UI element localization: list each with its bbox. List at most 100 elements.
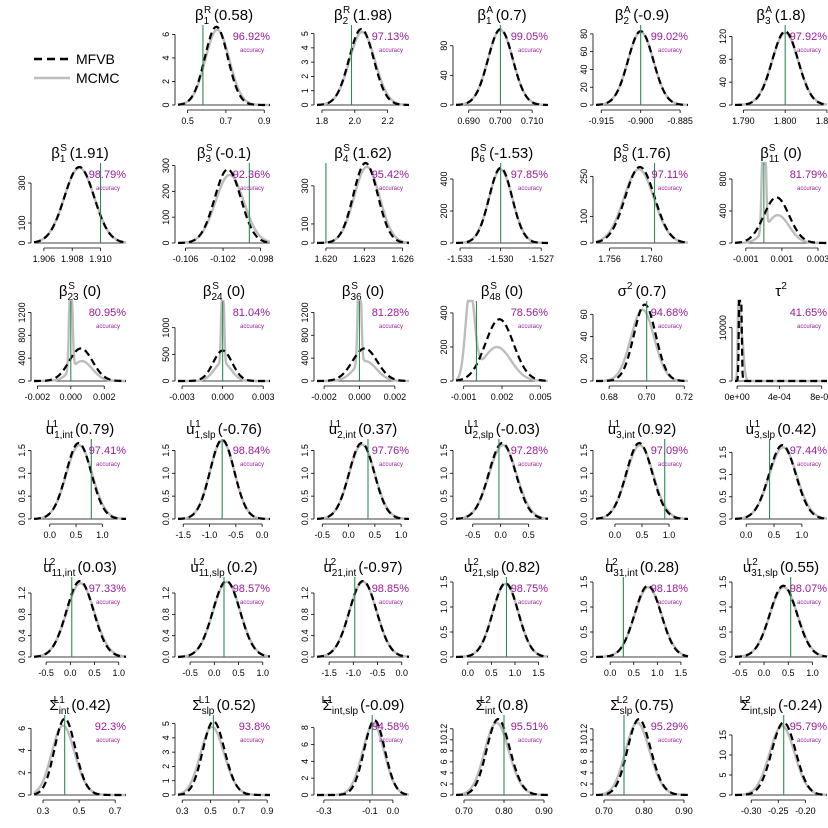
accuracy-caption: accuracy — [379, 324, 403, 330]
x-tick-label: -1.5 — [321, 668, 337, 678]
accuracy-caption: accuracy — [658, 186, 682, 192]
panel-title: β3A (1.8) — [756, 5, 805, 27]
title-value: (0.42) — [71, 697, 110, 714]
accuracy-caption: accuracy — [518, 324, 542, 330]
x-tick-label: -0.20 — [795, 806, 816, 816]
mfvb-density — [316, 579, 410, 658]
panel-9: β8S (1.76) 0 100 250 1.756 1.760 97.11% accuracy — [579, 143, 688, 264]
x-tick-label: -1.533 — [447, 254, 473, 264]
title-value: (0.03) — [78, 559, 117, 576]
panel-20: u2,slpL1 (-0.03) 0.0 0.5 1.0 1.5 -0.5 0.0 0.5 97.… — [439, 419, 548, 540]
y-tick-label: 40 — [579, 64, 589, 74]
x-tick-label: 0.0 — [256, 530, 269, 540]
panel-title: β4S (1.62) — [334, 143, 392, 165]
title-value: (-0.76) — [218, 421, 262, 438]
accuracy-label: 95.29% — [651, 721, 689, 733]
title-symbol: u — [464, 421, 472, 438]
y-tick-label: 400 — [300, 351, 310, 366]
y-tick-label: 0 — [718, 240, 728, 245]
accuracy-label: 95.51% — [511, 721, 549, 733]
y-tick-label: 20 — [579, 82, 589, 92]
y-tick-label: 4 — [17, 748, 27, 753]
title-symbol: u — [46, 421, 54, 438]
accuracy-label: 97.44% — [790, 445, 828, 457]
y-tick-label: 60 — [579, 309, 589, 319]
mfvb-density — [734, 444, 828, 520]
title-symbol: u — [190, 559, 198, 576]
accuracy-caption: accuracy — [658, 738, 682, 744]
title-subscript: int,slp — [332, 706, 359, 717]
title-subscript: 4 — [343, 154, 349, 165]
mfvb-density — [455, 441, 549, 520]
title-subscript: 24 — [212, 292, 224, 303]
x-tick-label: 0.3 — [37, 806, 50, 816]
title-superscript: A — [486, 5, 493, 16]
title-value: (0) — [227, 283, 245, 300]
y-tick-label: 6 — [579, 759, 589, 764]
y-tick-label: 0 — [579, 240, 589, 245]
x-tick-label: 1.0 — [806, 668, 819, 678]
legend-mfvb-label: MFVB — [76, 51, 115, 67]
accuracy-label: 78.56% — [511, 307, 549, 319]
mcmc-density — [595, 585, 689, 659]
y-tick-label: 10000 — [718, 315, 728, 340]
accuracy-label: 94.58% — [372, 721, 410, 733]
x-tick-label: 1.906 — [33, 254, 56, 264]
x-tick-label: 1.0 — [651, 668, 664, 678]
title-subscript: 2,int — [337, 430, 356, 441]
y-tick-label: 0 — [439, 240, 449, 245]
y-tick-label: 6 — [439, 759, 449, 764]
title-value: (0.75) — [635, 697, 674, 714]
accuracy-label: 97.33% — [89, 583, 127, 595]
y-tick-label: 1 — [161, 778, 171, 783]
panel-14: β48S (0) 0 200 400 -0.001 0.002 0.005 78.56% accu… — [439, 281, 552, 402]
accuracy-caption: accuracy — [658, 324, 682, 330]
accuracy-caption: accuracy — [379, 48, 403, 54]
legend: MFVB MCMC — [34, 51, 120, 86]
x-tick-label: 0.002 — [491, 392, 514, 402]
y-tick-label: 0.5 — [439, 626, 449, 639]
accuracy-label: 81.79% — [790, 169, 828, 181]
panel-title: u21,intL2 (-0.97) — [323, 557, 402, 579]
title-subscript: 31,slp — [751, 568, 778, 579]
y-tick-label: 1.0 — [300, 467, 310, 480]
x-tick-label: 0.5 — [522, 530, 535, 540]
accuracy-caption: accuracy — [379, 462, 403, 468]
y-tick-label: 40 — [579, 332, 589, 342]
panel-title: Σint,slpL2 (-0.24) — [740, 695, 823, 717]
x-tick-label: 0.5 — [181, 116, 194, 126]
accuracy-label: 94.68% — [651, 307, 689, 319]
y-tick-label: 0 — [579, 102, 589, 107]
x-tick-label: -0.900 — [628, 116, 654, 126]
title-symbol: Σ — [323, 697, 332, 714]
panel-10: β11S (0) 0 400 800 -0.001 0.001 0.003 81.79% accu… — [718, 143, 828, 264]
accuracy-caption: accuracy — [518, 48, 542, 54]
y-tick-label: 1.5 — [579, 444, 589, 457]
y-tick-label: 40 — [439, 70, 449, 80]
title-superscript: S — [480, 143, 487, 154]
x-tick-label: 0.5 — [782, 668, 795, 678]
x-tick-label: 0.72 — [675, 392, 693, 402]
accuracy-label: 92.3% — [95, 721, 126, 733]
panel-title: ΣintL2 (0.8) — [476, 695, 529, 717]
accuracy-label: 97.76% — [372, 445, 410, 457]
x-tick-label: -0.001 — [733, 254, 759, 264]
title-superscript: S — [769, 143, 776, 154]
y-tick-label: 0.0 — [439, 651, 449, 664]
y-tick-label: 0 — [161, 378, 171, 383]
y-tick-label: 1.5 — [439, 444, 449, 457]
title-symbol: β — [195, 7, 204, 24]
title-symbol: τ — [775, 283, 781, 300]
panel-25: u21,intL2 (-0.97) 0.0 0.4 0.8 1.2 -1.5 -1.0 -0.5… — [300, 557, 409, 678]
y-tick-label: 200 — [439, 339, 449, 354]
title-value: (0.2) — [227, 559, 258, 576]
panel-title: β6S (-1.53) — [471, 143, 534, 165]
mfvb-density — [455, 318, 549, 382]
panel-4: β3A(1.8) 0 40 80 120 1.790 1.800 1.810 97.92% acc… — [718, 5, 828, 126]
x-tick-label: 1.908 — [61, 254, 84, 264]
title-superscript: S — [343, 143, 350, 154]
y-tick-label: 1.5 — [579, 576, 589, 589]
accuracy-caption: accuracy — [379, 600, 403, 606]
x-tick-label: 0.002 — [384, 392, 407, 402]
title-superscript: L1 — [190, 419, 202, 430]
